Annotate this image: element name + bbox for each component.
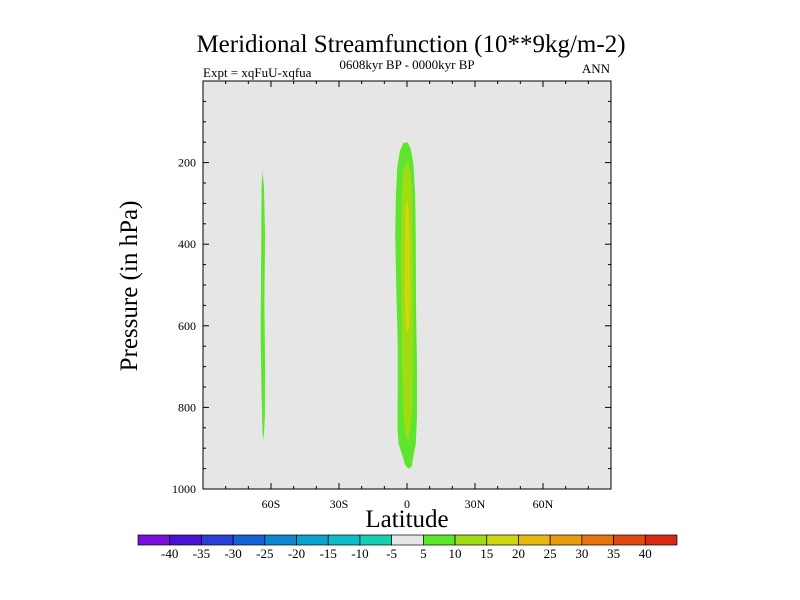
- y-axis-label: Pressure (in hPa): [116, 201, 143, 372]
- colorbar-box-1: [169, 534, 202, 546]
- colorbar-box-16: [644, 534, 678, 546]
- colorbar-box-0: [137, 534, 171, 546]
- y-tick-label: 200: [178, 156, 196, 170]
- colorbar-label: -40: [161, 546, 178, 561]
- colorbar-label: -20: [288, 546, 305, 561]
- colorbar-label: -5: [386, 546, 397, 561]
- colorbar-box-12: [518, 534, 551, 546]
- plot-area: 200 400 600 800 1000 60S 30S 0 30N 60N: [172, 80, 612, 511]
- contour-region-sh-polar-cell: [260, 170, 266, 441]
- y-tick-label: 600: [178, 319, 196, 333]
- contour-region-equatorial-peak: [404, 199, 411, 334]
- colorbar-label: 20: [512, 546, 525, 561]
- colorbar-box-9: [423, 534, 456, 546]
- colorbar-label: -10: [351, 546, 368, 561]
- experiment-label: Expt = xqFuU-xqfua: [203, 65, 312, 80]
- x-tick-label: 30N: [465, 497, 486, 511]
- x-axis-label: Latitude: [365, 506, 448, 533]
- colorbar-box-6: [327, 534, 361, 546]
- colorbar-label: 35: [607, 546, 620, 561]
- colorbar-box-3: [232, 534, 266, 546]
- colorbar-label: -15: [320, 546, 337, 561]
- colorbar: -40 -35 -30 -25 -20 -15 -10 -5 5 10 15 20 25 30 35 40: [137, 534, 678, 561]
- x-axis-ticks: 60S 30S 0 30N 60N: [225, 81, 589, 511]
- colorbar-label: 30: [575, 546, 588, 561]
- chart-title: Meridional Streamfunction (10**9kg/m-2): [196, 31, 625, 58]
- colorbar-box-4: [264, 534, 297, 546]
- y-tick-label: 400: [178, 237, 196, 251]
- colorbar-box-8: [391, 534, 424, 546]
- colorbar-label: 5: [420, 546, 427, 561]
- colorbar-box-10: [454, 534, 488, 546]
- colorbar-box-15: [613, 534, 646, 546]
- x-tick-label: 30S: [330, 497, 349, 511]
- colorbar-box-2: [201, 534, 234, 546]
- period-label: 0608kyr BP - 0000kyr BP: [339, 57, 474, 72]
- colorbar-label: 25: [544, 546, 557, 561]
- colorbar-box-11: [486, 534, 519, 546]
- colorbar-label: 40: [639, 546, 652, 561]
- colorbar-label: -25: [256, 546, 273, 561]
- colorbar-label: 10: [449, 546, 462, 561]
- colorbar-label: 15: [480, 546, 493, 561]
- contour-regions: [260, 142, 417, 469]
- colorbar-label: -35: [193, 546, 210, 561]
- colorbar-label: -30: [224, 546, 241, 561]
- colorbar-box-5: [296, 534, 329, 546]
- colorbar-box-7: [359, 534, 392, 546]
- x-tick-label: 60S: [262, 497, 281, 511]
- colorbar-box-13: [549, 534, 583, 546]
- x-tick-label: 60N: [533, 497, 554, 511]
- colorbar-box-14: [581, 534, 614, 546]
- y-tick-label: 1000: [172, 482, 196, 496]
- x-tick-label: 0: [404, 497, 410, 511]
- season-label: ANN: [582, 61, 611, 76]
- y-tick-label: 800: [178, 400, 196, 414]
- y-axis-ticks: 200 400 600 800 1000: [172, 100, 611, 496]
